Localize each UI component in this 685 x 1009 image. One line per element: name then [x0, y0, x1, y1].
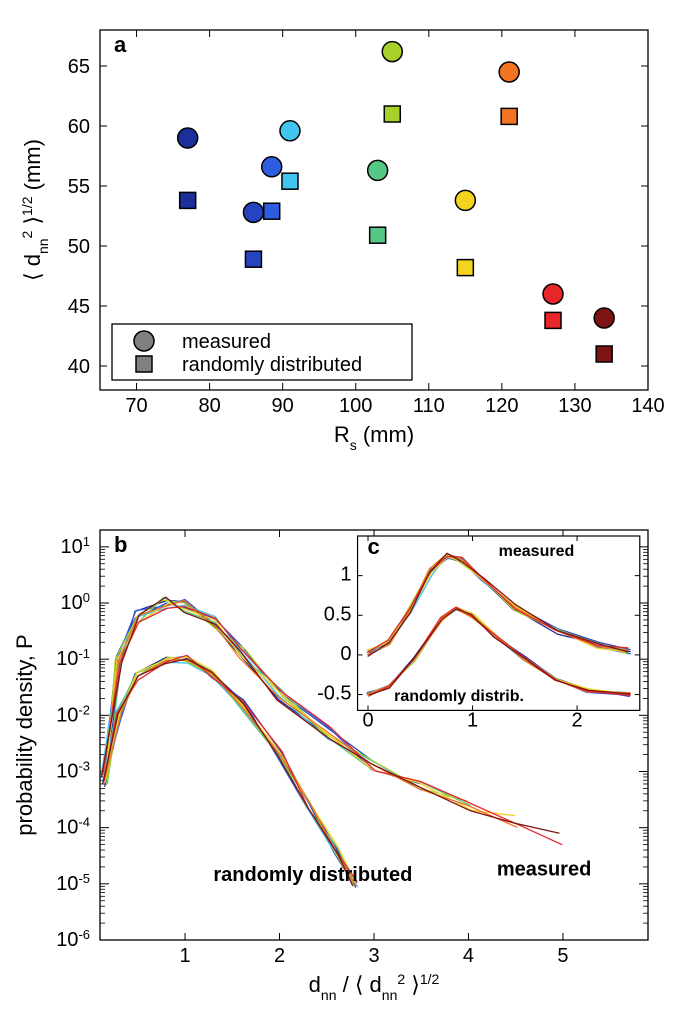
svg-text:randomly distributed: randomly distributed	[213, 864, 412, 886]
random-marker	[264, 203, 280, 219]
svg-text:measured: measured	[182, 331, 271, 353]
svg-text:100: 100	[339, 395, 372, 417]
svg-text:10-5: 10-5	[56, 870, 90, 895]
svg-text:measured: measured	[499, 543, 575, 560]
svg-text:120: 120	[485, 395, 518, 417]
svg-text:90: 90	[272, 395, 294, 417]
svg-text:10-3: 10-3	[56, 758, 90, 783]
svg-text:80: 80	[198, 395, 220, 417]
svg-text:50: 50	[68, 236, 90, 258]
x-axis-label-b: dnn / ⟨ dnn2 ⟩1/2	[309, 971, 440, 1003]
measured-marker	[594, 308, 614, 328]
svg-text:randomly distrib.: randomly distrib.	[394, 688, 524, 705]
svg-text:130: 130	[558, 395, 591, 417]
svg-text:c: c	[368, 534, 380, 559]
svg-text:measured: measured	[497, 858, 592, 880]
svg-text:140: 140	[631, 395, 664, 417]
random-marker	[545, 312, 561, 328]
random-marker	[180, 192, 196, 208]
measured-marker	[368, 160, 388, 180]
panel-b: 1234510-610-510-410-310-210-1100101brand…	[12, 530, 648, 1003]
svg-text:1: 1	[340, 564, 351, 586]
svg-text:110: 110	[413, 395, 445, 417]
svg-text:55: 55	[68, 176, 90, 198]
measured-marker	[543, 284, 563, 304]
svg-text:40: 40	[68, 356, 90, 378]
random-marker	[370, 227, 386, 243]
svg-text:10-4: 10-4	[56, 814, 90, 839]
panel-c: 012-0.500.51cmeasuredrandomly distrib.	[317, 534, 640, 731]
svg-text:2: 2	[274, 945, 285, 967]
measured-marker	[243, 202, 263, 222]
y-axis-label: ⟨ dnn2 ⟩1/2 (mm)	[19, 139, 51, 281]
random-marker	[282, 173, 298, 189]
svg-text:5: 5	[557, 945, 568, 967]
panel-a: 70 80 90 100 110 120 130 140 40 45 50 55 60 65 a Rs (mm…	[19, 30, 665, 453]
svg-text:1: 1	[467, 709, 478, 731]
svg-text:4: 4	[463, 945, 474, 967]
svg-text:0.5: 0.5	[324, 603, 352, 625]
svg-text:60: 60	[68, 116, 90, 138]
svg-text:-0.5: -0.5	[317, 683, 351, 705]
svg-text:1: 1	[179, 945, 190, 967]
measured-marker	[280, 121, 300, 141]
svg-text:65: 65	[68, 56, 90, 78]
svg-text:a: a	[114, 32, 127, 57]
random-marker	[501, 108, 517, 124]
svg-text:100: 100	[61, 590, 90, 615]
svg-text:45: 45	[68, 296, 90, 318]
random-marker	[596, 346, 612, 362]
legend: measuredrandomly distributed	[112, 324, 412, 380]
random-marker	[384, 106, 400, 122]
svg-text:probability density, P: probability density, P	[12, 634, 37, 835]
measured-marker	[455, 190, 475, 210]
figure: 708090100110120130140404550556065aRs (mm…	[0, 0, 685, 1009]
svg-text:10-2: 10-2	[56, 702, 90, 727]
measured-marker	[178, 128, 198, 148]
random-marker	[245, 251, 261, 267]
random-marker	[457, 260, 473, 276]
measured-marker	[382, 42, 402, 62]
measured-marker	[262, 157, 282, 177]
measured-marker	[499, 62, 519, 82]
svg-text:0: 0	[340, 643, 351, 665]
svg-text:2: 2	[572, 709, 583, 731]
x-axis-label: Rs (mm)	[334, 422, 414, 453]
svg-text:70: 70	[125, 395, 147, 417]
svg-text:b: b	[114, 532, 127, 557]
svg-text:10-6: 10-6	[56, 927, 90, 952]
svg-text:randomly distributed: randomly distributed	[182, 354, 362, 376]
svg-text:3: 3	[368, 945, 379, 967]
svg-text:0: 0	[362, 709, 373, 731]
svg-text:101: 101	[61, 533, 90, 558]
svg-text:10-1: 10-1	[56, 646, 90, 671]
